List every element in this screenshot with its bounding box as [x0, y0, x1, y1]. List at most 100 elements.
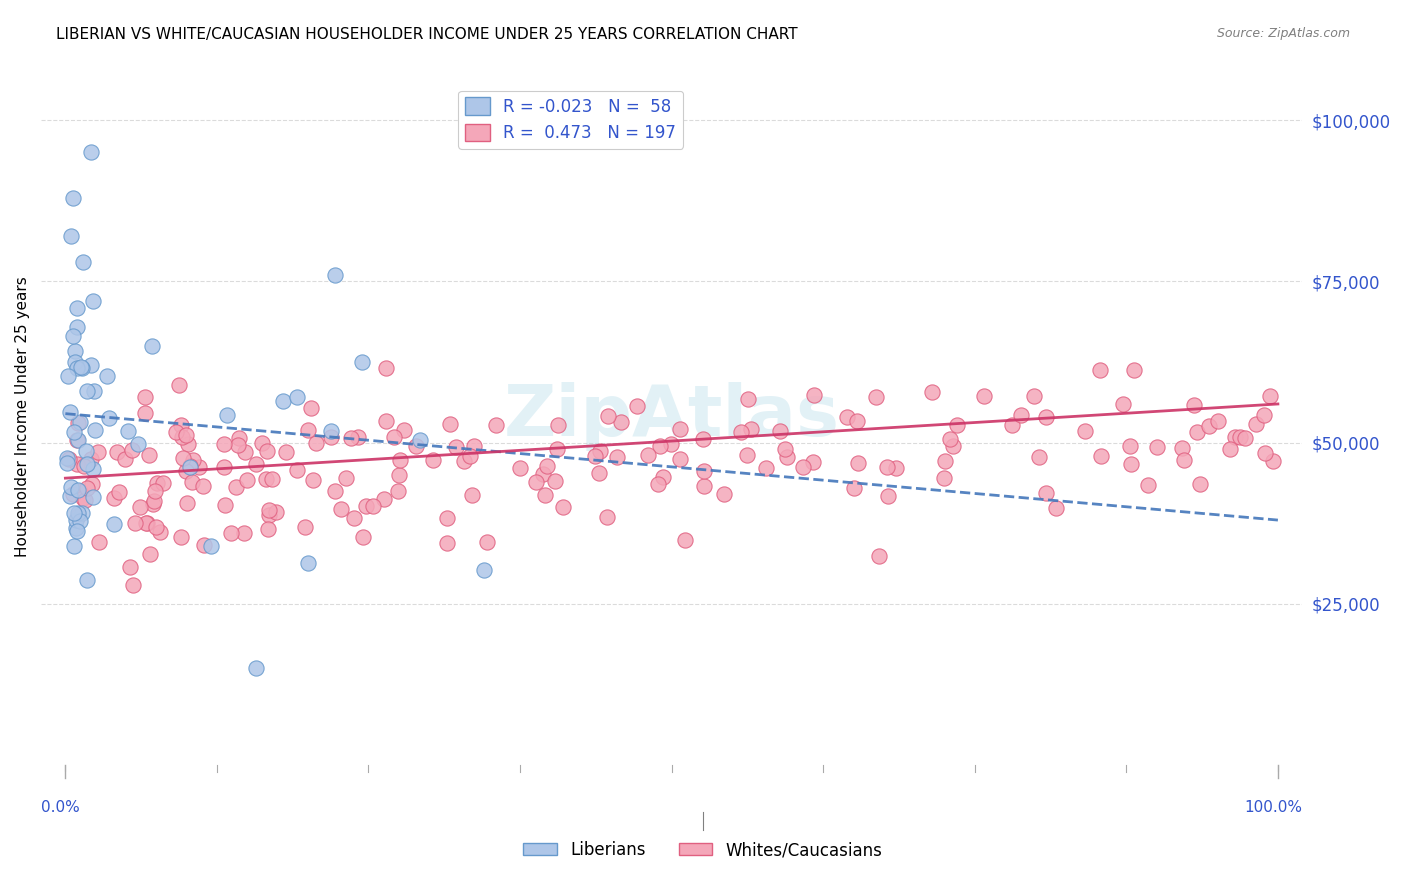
Point — [1022, 389, 1045, 403]
Point — [405, 439, 427, 453]
Point — [588, 466, 610, 480]
Point — [62, 328, 84, 343]
Point — [1258, 389, 1281, 403]
Point — [80, 476, 103, 491]
Point — [143, 484, 166, 499]
Point — [170, 430, 193, 444]
Point — [214, 498, 236, 512]
Point — [80, 452, 103, 467]
Point — [1035, 486, 1057, 500]
Point — [59, 405, 82, 419]
Point — [361, 499, 384, 513]
Point — [769, 424, 792, 438]
Point — [76, 573, 98, 587]
Point — [219, 526, 242, 541]
Point — [461, 488, 484, 502]
Point — [114, 451, 136, 466]
Point — [56, 456, 79, 470]
Point — [973, 389, 995, 403]
Point — [1229, 430, 1251, 444]
Point — [62, 506, 84, 520]
Point — [848, 456, 870, 470]
Point — [939, 432, 962, 446]
Point — [340, 431, 363, 445]
Point — [713, 487, 735, 501]
Point — [294, 520, 316, 534]
Point — [66, 433, 89, 447]
Point — [1035, 409, 1057, 424]
Point — [446, 440, 468, 454]
Point — [69, 416, 91, 430]
Point — [374, 360, 396, 375]
Point — [58, 451, 80, 466]
Point — [134, 406, 156, 420]
Point — [285, 463, 308, 477]
Point — [1206, 414, 1229, 428]
Point — [58, 489, 80, 503]
Point — [143, 494, 166, 508]
Point — [1263, 454, 1285, 468]
Point — [648, 439, 671, 453]
Point — [214, 459, 236, 474]
Point — [215, 408, 238, 422]
Point — [595, 509, 617, 524]
Point — [169, 530, 191, 544]
Point — [422, 453, 444, 467]
Point — [352, 355, 374, 369]
Point — [83, 423, 105, 437]
Point — [257, 508, 280, 523]
Point — [262, 472, 284, 486]
Point — [256, 444, 278, 458]
Point — [70, 360, 93, 375]
Point — [651, 470, 673, 484]
Point — [335, 471, 357, 485]
Point — [72, 255, 94, 269]
Point — [257, 522, 280, 536]
Point — [141, 339, 163, 353]
Point — [62, 190, 84, 204]
Point — [1244, 417, 1267, 432]
Point — [174, 428, 197, 442]
Point — [121, 577, 143, 591]
Point — [212, 437, 235, 451]
Point — [934, 454, 956, 468]
Point — [547, 417, 569, 432]
Point — [271, 394, 294, 409]
Point — [67, 508, 90, 523]
Point — [121, 442, 143, 457]
Point — [673, 533, 696, 547]
Point — [264, 505, 287, 519]
Point — [233, 445, 256, 459]
Point — [59, 229, 82, 244]
Point — [394, 424, 416, 438]
Point — [319, 424, 342, 438]
Point — [252, 436, 274, 450]
Point — [56, 369, 79, 384]
Point — [409, 434, 432, 448]
Point — [257, 503, 280, 517]
Point — [172, 450, 194, 465]
Legend: Liberians, Whites/Caucasians: Liberians, Whites/Caucasians — [517, 835, 889, 866]
Point — [174, 464, 197, 478]
Point — [647, 477, 669, 491]
Point — [1253, 409, 1275, 423]
Point — [117, 424, 139, 438]
Point — [127, 437, 149, 451]
Point — [343, 511, 366, 525]
Point — [842, 481, 865, 495]
Point — [1137, 478, 1160, 492]
Point — [1185, 425, 1208, 440]
Point — [276, 444, 298, 458]
Point — [374, 414, 396, 428]
Point — [254, 472, 277, 486]
Point — [135, 516, 157, 531]
Point — [69, 483, 91, 498]
Point — [193, 538, 215, 552]
Point — [606, 450, 628, 464]
Point — [98, 411, 121, 425]
Point — [62, 487, 84, 501]
Point — [737, 448, 759, 462]
Point — [73, 458, 96, 473]
Point — [1225, 430, 1247, 444]
Point — [103, 491, 125, 505]
